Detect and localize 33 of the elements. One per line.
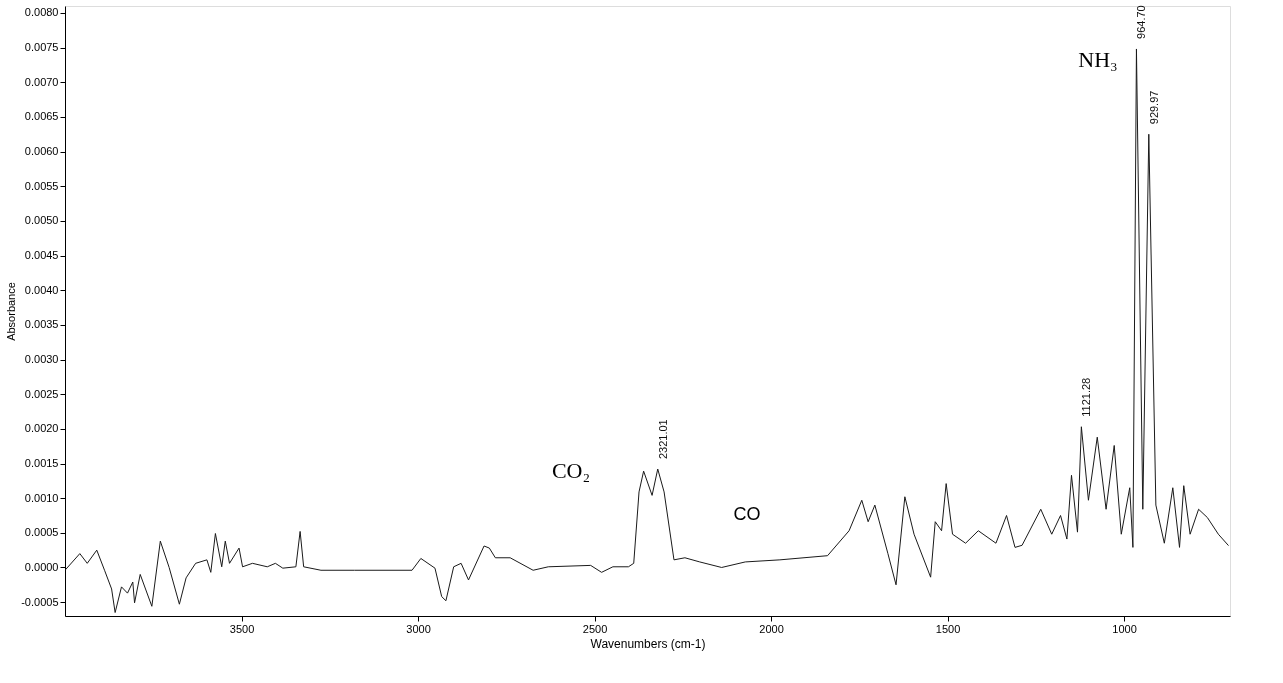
y-tick-label: -0.0005	[21, 595, 59, 608]
annotation: CO	[733, 504, 761, 524]
x-tick-label: 3500	[229, 622, 255, 635]
y-tick-label: 0.0065	[24, 110, 59, 123]
x-tick-label: 3000	[406, 622, 431, 635]
y-tick-label: 0.0040	[24, 283, 59, 296]
y-tick-label: 0.0050	[24, 214, 59, 227]
y-tick-label: 0.0055	[24, 179, 59, 192]
y-tick-label: 0.0060	[24, 145, 59, 158]
y-tick-label: 0.0075	[24, 41, 59, 54]
y-tick-label: 0.0035	[24, 318, 59, 331]
y-axis-title: Absorbance	[5, 282, 18, 341]
y-tick-label: 0.0015	[24, 457, 59, 469]
annotation: 2321.01	[656, 419, 669, 460]
y-tick-label: 0.0030	[24, 353, 59, 366]
y-tick-label: 0.0005	[24, 526, 59, 539]
annotation: 964.70	[1135, 5, 1148, 39]
x-tick-label: 2000	[759, 622, 784, 635]
x-tick-label: 2500	[582, 622, 608, 635]
annotation: 1121.28	[1080, 377, 1093, 417]
annotation: 929.97	[1147, 90, 1160, 125]
y-tick-label: 0.0080	[24, 6, 59, 19]
y-tick-label: 0.0000	[24, 560, 59, 573]
x-tick-label: 1500	[935, 622, 961, 635]
annotation: CO₂	[551, 458, 591, 483]
y-tick-label: 0.0025	[24, 387, 59, 400]
x-axis-title: Wavenumbers (cm-1)	[590, 636, 706, 651]
y-tick-label: 0.0045	[24, 249, 59, 262]
y-tick-label: 0.0070	[24, 75, 59, 88]
annotation: NH₃	[1078, 47, 1118, 72]
y-tick-label: 0.0010	[24, 491, 59, 504]
x-tick-label: 1000	[1112, 622, 1137, 635]
y-tick-label: 0.0020	[24, 422, 59, 435]
